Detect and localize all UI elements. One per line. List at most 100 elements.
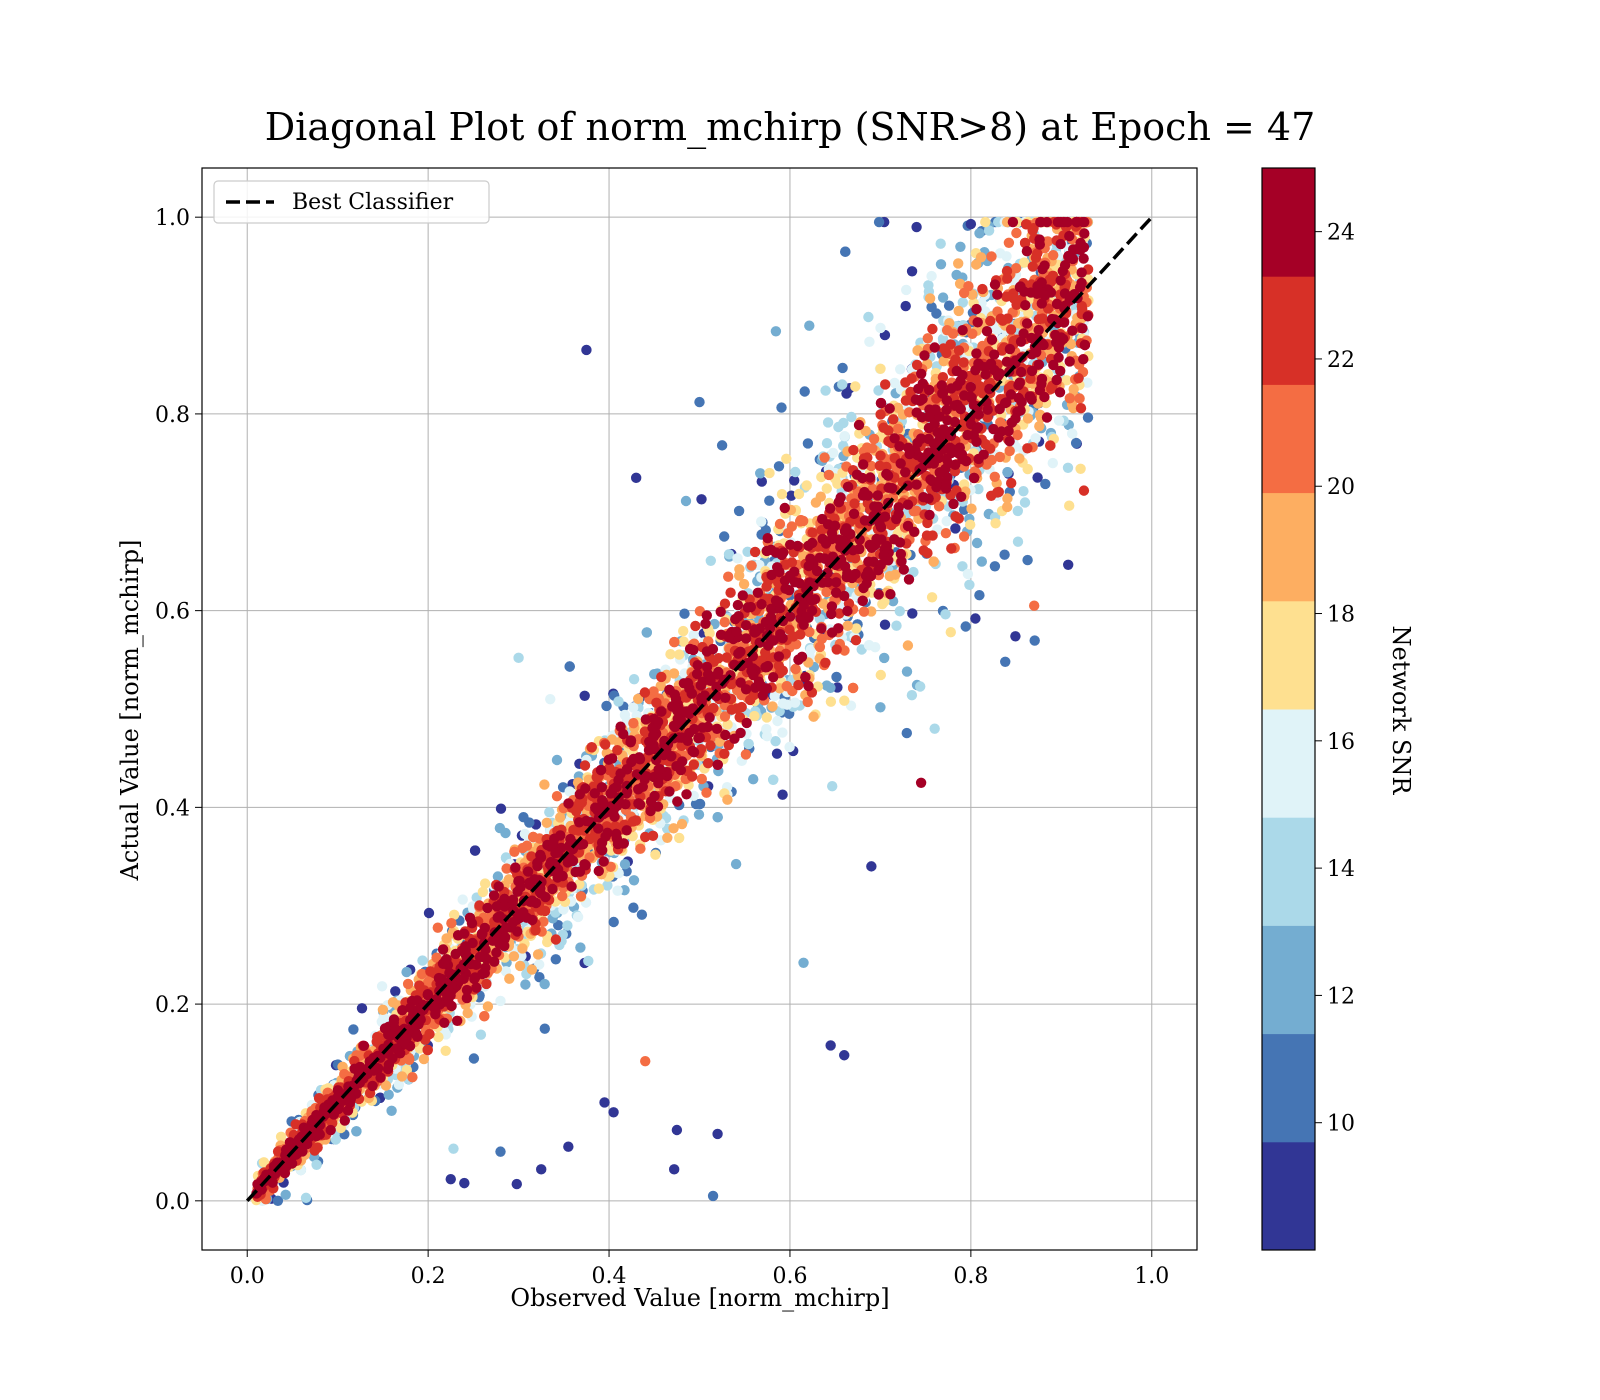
scatter-point [832, 478, 843, 489]
scatter-point [650, 849, 661, 860]
scatter-point [732, 553, 743, 564]
scatter-point [994, 451, 1006, 463]
scatter-point [504, 973, 515, 984]
scatter-point [768, 774, 779, 785]
scatter-point [953, 258, 964, 269]
scatter-point [593, 883, 605, 894]
scatter-point [958, 357, 969, 368]
scatter-point [964, 579, 975, 590]
scatter-point [1001, 265, 1013, 277]
scatter-point [539, 978, 550, 990]
scatter-point [521, 840, 533, 851]
scatter-point [693, 809, 705, 820]
scatter-point [842, 620, 853, 631]
scatter-point [802, 438, 814, 449]
scatter-point [702, 758, 714, 769]
scatter-point [557, 890, 568, 902]
scatter-point [600, 739, 611, 750]
scatter-point [572, 911, 584, 923]
scatter-point [312, 1142, 323, 1153]
scatter-point [827, 447, 839, 459]
scatter-point [516, 950, 527, 962]
scatter-point [940, 528, 952, 539]
scatter-point [372, 1034, 383, 1046]
scatter-point [407, 1072, 418, 1083]
scatter-point [749, 546, 761, 558]
scatter-point [387, 997, 399, 1008]
scatter-point [823, 469, 835, 481]
scatter-point [966, 503, 977, 514]
scatter-point [953, 305, 964, 317]
scatter-point [514, 960, 526, 972]
scatter-point [740, 749, 752, 760]
scatter-point [957, 297, 968, 308]
scatter-point [810, 497, 822, 508]
scatter-point [330, 1134, 341, 1145]
scatter-point [1034, 421, 1045, 432]
scatter-point [761, 712, 772, 723]
scatter-point [468, 1053, 480, 1064]
scatter-point [738, 578, 750, 590]
scatter-point [550, 934, 562, 945]
scatter-point [679, 608, 690, 619]
scatter-point [311, 1159, 322, 1171]
scatter-point [665, 649, 676, 660]
scatter-point [555, 812, 566, 823]
scatter-point [933, 501, 945, 512]
scatter-point [756, 516, 767, 527]
scatter-point [950, 523, 961, 534]
scatter-point [953, 345, 965, 356]
scatter-point [534, 959, 545, 970]
scatter-point [1062, 462, 1074, 473]
scatter-point [999, 549, 1010, 560]
scatter-point [755, 468, 766, 479]
scatter-point [935, 259, 947, 270]
scatter-point [850, 635, 862, 646]
scatter-point [551, 754, 563, 766]
scatter-point [721, 652, 732, 663]
scatter-point [790, 466, 801, 478]
scatter-point [1010, 631, 1021, 642]
scatter-point [867, 443, 878, 454]
scatter-point [474, 900, 485, 911]
scatter-point [780, 559, 791, 570]
scatter-point [1003, 237, 1015, 248]
scatter-point [575, 891, 587, 902]
scatter-point [1030, 433, 1041, 444]
scatter-point [635, 843, 646, 854]
scatter-point [446, 918, 457, 929]
scatter-point [551, 791, 563, 802]
scatter-point [827, 781, 838, 792]
scatter-point [669, 636, 680, 648]
scatter-point [520, 979, 531, 990]
scatter-point [541, 817, 552, 828]
scatter-point [846, 411, 857, 423]
scatter-point [875, 669, 886, 681]
scatter-point [1063, 559, 1074, 570]
scatter-point [636, 909, 648, 920]
scatter-point [719, 531, 730, 542]
scatter-point [892, 423, 904, 434]
scatter-point [837, 362, 848, 374]
scatter-point [1032, 248, 1043, 259]
scatter-point [501, 863, 512, 874]
scatter-point [937, 292, 949, 303]
scatter-point [975, 252, 987, 263]
scatter-point [963, 281, 974, 292]
scatter-point [1018, 257, 1030, 268]
scatter-point [977, 283, 988, 295]
scatter-point [736, 701, 747, 713]
scatter-point [722, 794, 733, 805]
scatter-point [770, 736, 781, 747]
scatter-point [1011, 227, 1022, 239]
scatter-point [938, 343, 949, 354]
scatter-point [749, 710, 760, 722]
scatter-point [433, 1031, 444, 1043]
scatter-point [579, 760, 591, 771]
scatter-point [776, 402, 787, 413]
scatter-point [1082, 377, 1093, 388]
chart-title: Diagonal Plot of norm_mchirp (SNR>8) at … [265, 105, 1316, 150]
scatter-point [875, 322, 886, 334]
scatter-point [850, 381, 861, 392]
scatter-point [272, 1195, 284, 1207]
